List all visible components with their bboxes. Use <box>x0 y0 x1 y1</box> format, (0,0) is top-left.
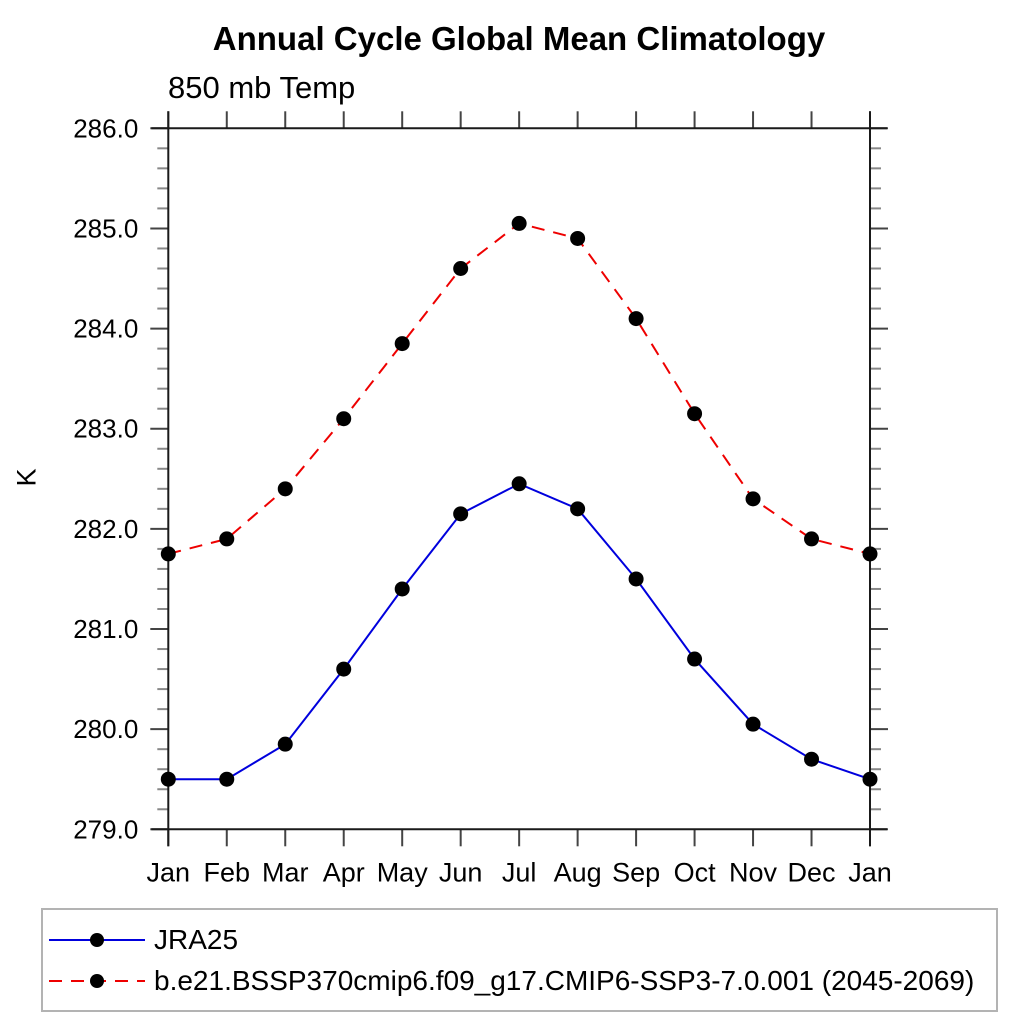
x-tick-label: May <box>377 857 429 887</box>
data-point-series-1 <box>745 491 761 507</box>
data-point-series-0 <box>277 736 293 752</box>
data-point-series-0 <box>511 476 527 492</box>
legend-box: JRA25 b.e21.BSSP370cmip6.f09_g17.CMIP6-SS… <box>41 908 998 1012</box>
data-point-series-0 <box>570 501 586 517</box>
legend-item-1: b.e21.BSSP370cmip6.f09_g17.CMIP6-SSP3-7.… <box>49 960 996 1001</box>
data-point-series-1 <box>511 215 527 231</box>
x-tick-label: Aug <box>554 857 602 887</box>
x-tick-label: Jun <box>439 857 483 887</box>
x-tick-label: Oct <box>674 857 717 887</box>
x-tick-label: Apr <box>323 857 365 887</box>
x-tick-label: Jan <box>147 857 191 887</box>
legend-item-0: JRA25 <box>49 919 996 960</box>
y-tick-label: 286.0 <box>73 113 138 143</box>
data-point-series-0 <box>394 581 410 597</box>
data-point-series-1 <box>219 531 235 547</box>
x-tick-label: Dec <box>788 857 836 887</box>
data-point-series-0 <box>745 716 761 732</box>
y-tick-label: 282.0 <box>73 514 138 544</box>
legend-sample-solid-line-icon <box>49 932 145 947</box>
x-tick-label: Jan <box>848 857 892 887</box>
x-tick-label: Mar <box>262 857 309 887</box>
x-tick-label: Nov <box>729 857 778 887</box>
y-tick-label: 284.0 <box>73 314 138 344</box>
data-point-series-1 <box>336 411 352 427</box>
y-tick-label: 283.0 <box>73 414 138 444</box>
series-line-1 <box>168 222 871 555</box>
data-point-series-0 <box>219 771 235 787</box>
series-line-0 <box>168 482 871 781</box>
data-point-series-0 <box>453 506 469 522</box>
legend-marker-icon <box>90 932 104 947</box>
y-tick-label: 279.0 <box>73 814 138 844</box>
x-tick-label: Feb <box>204 857 251 887</box>
chart-title: Annual Cycle Global Mean Climatology <box>212 20 826 57</box>
x-tick-label: Sep <box>612 857 660 887</box>
y-tick-label: 281.0 <box>73 614 138 644</box>
y-tick-label: 285.0 <box>73 213 138 243</box>
data-point-series-1 <box>570 230 586 246</box>
x-tick-label: Jul <box>502 857 537 887</box>
data-point-series-0 <box>628 571 644 587</box>
legend-marker-icon <box>90 973 104 988</box>
data-point-series-1 <box>394 336 410 352</box>
y-tick-label: 280.0 <box>73 714 138 744</box>
data-point-series-0 <box>862 771 878 787</box>
data-point-series-1 <box>628 311 644 327</box>
data-point-series-1 <box>862 546 878 562</box>
data-point-series-0 <box>804 751 820 767</box>
data-point-series-0 <box>687 651 703 667</box>
data-point-series-1 <box>277 481 293 497</box>
legend-label-1: b.e21.BSSP370cmip6.f09_g17.CMIP6-SSP3-7.… <box>154 964 975 996</box>
data-point-series-1 <box>804 531 820 547</box>
data-point-series-0 <box>160 771 176 787</box>
data-point-series-1 <box>160 546 176 562</box>
legend-sample-dashed-line-icon <box>49 973 145 988</box>
data-point-series-0 <box>336 661 352 677</box>
chart-subtitle: 850 mb Temp <box>168 70 356 105</box>
data-point-series-1 <box>687 406 703 422</box>
legend-label-0: JRA25 <box>154 923 239 955</box>
data-point-series-1 <box>453 261 469 276</box>
